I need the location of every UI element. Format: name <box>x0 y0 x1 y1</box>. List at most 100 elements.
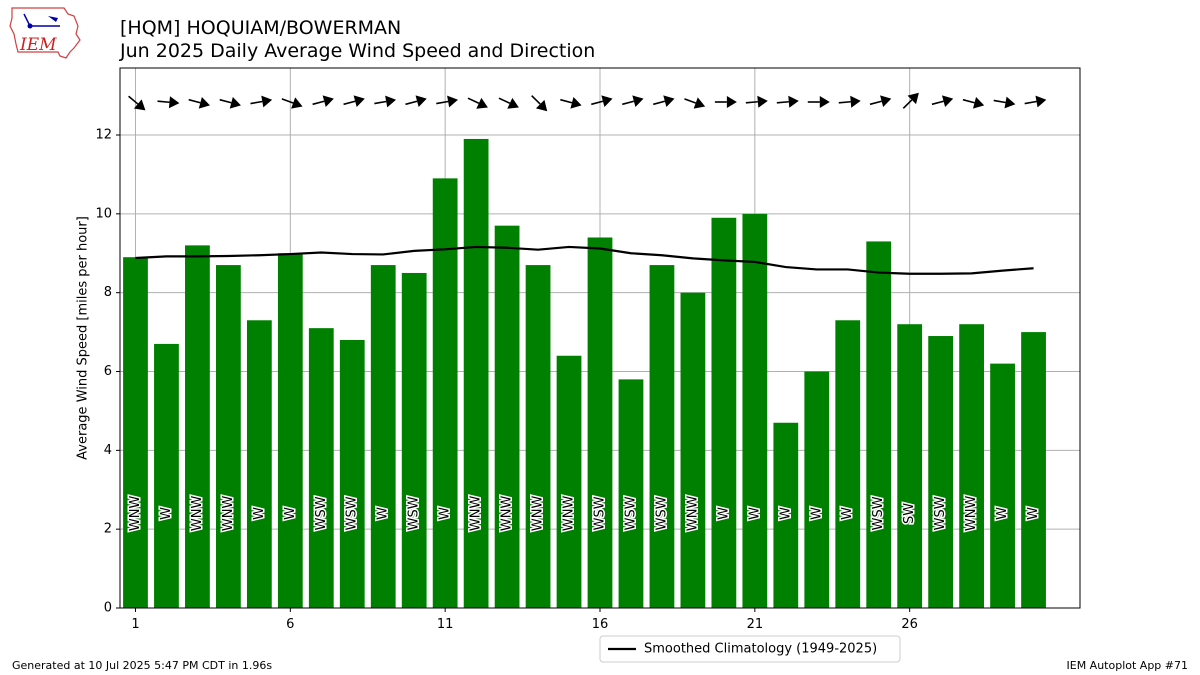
bar <box>711 217 737 609</box>
bar <box>185 245 210 609</box>
direction-arrow <box>745 95 768 108</box>
direction-label: WNW <box>469 496 484 532</box>
direction-arrow <box>902 92 919 109</box>
direction-arrow <box>962 96 985 109</box>
bars <box>123 138 1046 609</box>
direction-arrow <box>1024 95 1047 108</box>
x-tick-label: 26 <box>901 617 918 632</box>
direction-arrow <box>993 96 1016 109</box>
bar <box>154 343 179 608</box>
iowa-outline-icon <box>9 7 81 59</box>
bar <box>277 253 303 608</box>
x-tick-label: 21 <box>747 617 764 632</box>
direction-label: WNW <box>190 496 205 532</box>
bar <box>308 328 334 608</box>
direction-arrow <box>838 95 861 108</box>
y-tick-label: 6 <box>104 364 112 379</box>
direction-arrow <box>591 95 613 108</box>
direction-label: W <box>716 507 731 520</box>
direction-label: W <box>376 507 391 520</box>
direction-label: W <box>438 507 453 520</box>
bar <box>680 292 706 608</box>
bar <box>1021 332 1046 608</box>
direction-label: WNW <box>562 496 577 532</box>
bar <box>587 237 613 608</box>
direction-arrow <box>128 95 146 111</box>
bar <box>556 355 582 608</box>
logo-text: IEM <box>19 35 57 55</box>
footer-generated-text: Generated at 10 Jul 2025 5:47 PM CDT in … <box>12 659 273 672</box>
direction-arrow <box>931 95 954 108</box>
direction-arrow <box>219 96 241 109</box>
bar <box>928 336 954 608</box>
bar <box>804 371 830 608</box>
direction-label: W <box>778 507 793 520</box>
bar <box>866 241 892 608</box>
direction-label: WSW <box>345 496 360 530</box>
direction-arrow <box>622 95 644 108</box>
direction-arrow <box>188 96 210 109</box>
y-axis-label: Average Wind Speed [miles per hour] <box>76 216 91 460</box>
direction-arrow <box>776 95 799 108</box>
direction-arrow <box>714 96 737 108</box>
bar <box>835 320 861 608</box>
direction-arrow <box>560 96 582 109</box>
direction-labels: WNW W WNW WNW W W WSW WSW W WSW W WNW WNW WNW WNW WSW WS… <box>126 494 1042 533</box>
x-tick-label: 6 <box>286 617 294 632</box>
climatology-line <box>135 245 1034 275</box>
direction-arrows <box>128 92 1047 112</box>
bar <box>216 265 241 608</box>
chart-title-line2: Jun 2025 Daily Average Wind Speed and Di… <box>120 40 596 62</box>
legend-label: Smoothed Climatology (1949-2025) <box>644 642 877 657</box>
direction-arrow <box>157 96 180 109</box>
bar <box>432 178 458 608</box>
y-tick-label: 10 <box>95 206 112 221</box>
bar <box>773 422 799 608</box>
bar <box>525 265 551 608</box>
legend-box <box>599 635 901 663</box>
bar <box>401 272 427 608</box>
bar <box>959 324 984 608</box>
direction-label: WNW <box>128 496 143 532</box>
direction-label: W <box>809 507 824 520</box>
direction-arrow <box>869 95 892 108</box>
direction-arrow <box>405 95 427 108</box>
direction-label: WSW <box>314 496 329 530</box>
y-tick-label: 4 <box>104 443 112 458</box>
direction-arrow <box>281 97 303 109</box>
bar <box>649 265 675 608</box>
x-tick-label: 16 <box>592 617 609 632</box>
direction-arrow <box>467 97 488 109</box>
direction-label: WSW <box>623 496 638 530</box>
direction-label: W <box>252 507 267 520</box>
direction-arrow <box>531 95 548 112</box>
y-tick-label: 8 <box>104 285 112 300</box>
direction-label: SW <box>902 503 917 524</box>
bar <box>339 339 365 608</box>
direction-label: WSW <box>593 496 608 530</box>
x-tick-label: 11 <box>437 617 454 632</box>
direction-arrow <box>374 95 397 108</box>
bar <box>990 363 1015 608</box>
bar <box>123 257 148 608</box>
direction-label: WSW <box>871 496 886 530</box>
direction-label: W <box>1026 507 1041 520</box>
direction-arrow <box>312 95 334 108</box>
direction-arrow <box>807 96 830 108</box>
direction-label: WSW <box>654 496 669 530</box>
bar <box>494 225 520 608</box>
direction-arrow <box>653 95 675 108</box>
iem-logo: IEM <box>9 7 81 59</box>
bar <box>618 379 644 608</box>
direction-arrow <box>684 97 706 109</box>
direction-label: W <box>995 507 1010 520</box>
direction-arrow <box>498 97 519 109</box>
direction-label: WNW <box>531 496 546 532</box>
legend: Smoothed Climatology (1949-2025) <box>599 635 901 663</box>
y-tick-label: 0 <box>104 601 112 616</box>
direction-arrow <box>250 95 273 108</box>
bar <box>463 138 489 608</box>
direction-label: WNW <box>964 496 979 532</box>
